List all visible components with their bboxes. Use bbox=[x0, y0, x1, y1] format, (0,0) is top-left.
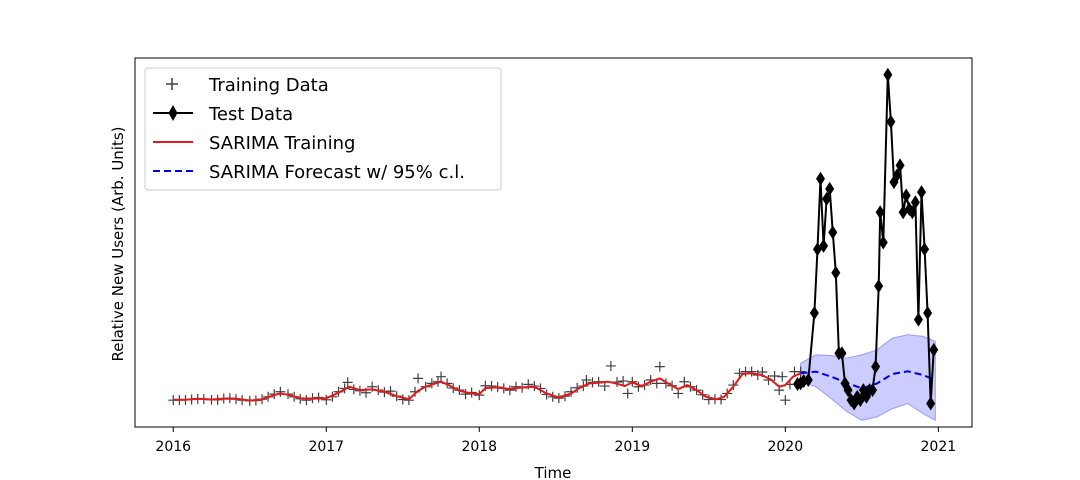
training-data-point bbox=[777, 371, 788, 382]
legend-label-forecast: SARIMA Forecast w/ 95% c.l. bbox=[209, 162, 465, 183]
legend-entry-forecast: SARIMA Forecast w/ 95% c.l. bbox=[153, 162, 465, 183]
training-data-point bbox=[474, 390, 485, 401]
test-data-point bbox=[803, 373, 813, 388]
training-data-point bbox=[618, 376, 629, 387]
training-data-point bbox=[746, 366, 757, 377]
training-data-point bbox=[795, 366, 806, 377]
x-axis-label: Time bbox=[534, 464, 572, 480]
x-tick-label: 2018 bbox=[461, 439, 497, 455]
x-tick-label: 2017 bbox=[308, 439, 344, 455]
training-data-point bbox=[622, 388, 633, 399]
test-data-point bbox=[895, 158, 905, 173]
test-data-point bbox=[831, 265, 841, 280]
legend-label-training-data: Training Data bbox=[208, 75, 329, 96]
test-data-point bbox=[901, 188, 911, 203]
test-data-point bbox=[819, 238, 829, 253]
test-data-point bbox=[929, 342, 939, 357]
legend-entry-training-data: Training Data bbox=[166, 75, 329, 96]
x-tick-label: 2016 bbox=[155, 439, 191, 455]
training-data-point bbox=[486, 381, 497, 392]
legend-entry-sarima-training: SARIMA Training bbox=[153, 133, 355, 154]
x-tick-label: 2019 bbox=[614, 439, 650, 455]
test-data-markers bbox=[793, 67, 939, 411]
plot-area bbox=[168, 67, 939, 422]
training-data-point bbox=[413, 373, 424, 384]
test-data-point bbox=[809, 305, 819, 320]
legend: Training Data Test Data SARIMA Training … bbox=[144, 67, 502, 191]
training-data-point bbox=[769, 371, 780, 382]
test-data-point bbox=[843, 383, 853, 398]
x-tick-label: 2021 bbox=[921, 439, 957, 455]
test-data-point bbox=[822, 191, 832, 206]
test-data-point bbox=[923, 305, 933, 320]
test-data-point bbox=[892, 168, 902, 183]
test-data-point bbox=[825, 181, 835, 196]
training-data-point bbox=[342, 377, 353, 388]
training-data-point bbox=[679, 376, 690, 387]
test-data-point bbox=[886, 114, 896, 129]
y-axis-label: Relative New Users (Arb. Units) bbox=[109, 126, 127, 361]
training-data-point bbox=[504, 385, 515, 396]
training-data-point bbox=[460, 389, 471, 400]
forecast-confidence-band bbox=[800, 334, 936, 422]
test-data-point bbox=[913, 312, 923, 327]
test-data-point bbox=[816, 171, 826, 186]
legend-label-sarima-training: SARIMA Training bbox=[209, 133, 355, 154]
x-tick-label: 2020 bbox=[767, 439, 803, 455]
test-data-point bbox=[868, 383, 878, 398]
training-data-point bbox=[321, 394, 332, 405]
x-axis: 2016 2017 2018 2019 2020 2021 bbox=[155, 427, 956, 455]
training-data-point bbox=[436, 371, 447, 382]
legend-plus-marker bbox=[166, 78, 178, 90]
test-data-point bbox=[917, 185, 927, 200]
training-data-point bbox=[511, 381, 522, 392]
legend-box bbox=[144, 67, 502, 191]
training-data-point bbox=[780, 395, 791, 406]
training-data-point bbox=[654, 361, 665, 372]
test-data-point bbox=[910, 195, 920, 210]
test-data-point bbox=[920, 242, 930, 257]
training-data-point bbox=[301, 395, 312, 406]
test-data-point bbox=[875, 205, 885, 220]
training-data-point bbox=[275, 386, 286, 397]
test-data-point bbox=[907, 205, 917, 220]
test-data-point bbox=[878, 235, 888, 250]
test-data-point bbox=[883, 67, 893, 82]
legend-entry-test-data: Test Data bbox=[153, 104, 293, 125]
training-data-point bbox=[673, 388, 684, 399]
legend-diamond-marker bbox=[168, 105, 178, 121]
training-data-point bbox=[581, 375, 592, 386]
training-data-point bbox=[605, 360, 616, 371]
test-data-point bbox=[837, 346, 847, 361]
test-data-point bbox=[871, 359, 881, 374]
test-data-point bbox=[828, 225, 838, 240]
sarima-training-line bbox=[173, 372, 802, 402]
test-data-point bbox=[926, 396, 936, 411]
test-data-point bbox=[874, 279, 884, 294]
legend-label-test-data: Test Data bbox=[208, 104, 293, 125]
axes-frame bbox=[134, 57, 973, 428]
